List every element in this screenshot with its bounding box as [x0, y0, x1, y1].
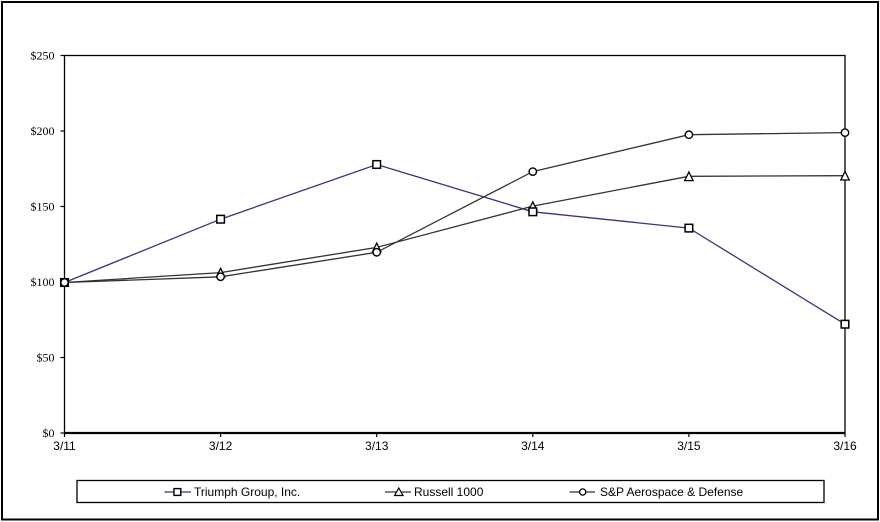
svg-text:$50: $50 — [37, 351, 55, 365]
svg-text:3/11: 3/11 — [53, 439, 76, 453]
svg-text:$200: $200 — [31, 124, 55, 138]
svg-text:3/16: 3/16 — [833, 439, 857, 453]
svg-text:Russell 1000: Russell 1000 — [414, 485, 484, 499]
svg-text:3/13: 3/13 — [365, 439, 389, 453]
svg-text:3/14: 3/14 — [521, 439, 545, 453]
svg-text:S&P Aerospace & Defense: S&P Aerospace & Defense — [600, 485, 744, 499]
svg-text:$250: $250 — [31, 49, 55, 63]
svg-text:3/15: 3/15 — [677, 439, 701, 453]
svg-text:$100: $100 — [31, 275, 55, 289]
svg-text:Triumph Group, Inc.: Triumph Group, Inc. — [194, 485, 300, 499]
svg-text:$0: $0 — [43, 426, 55, 440]
svg-text:3/12: 3/12 — [209, 439, 233, 453]
svg-text:$150: $150 — [31, 200, 55, 214]
